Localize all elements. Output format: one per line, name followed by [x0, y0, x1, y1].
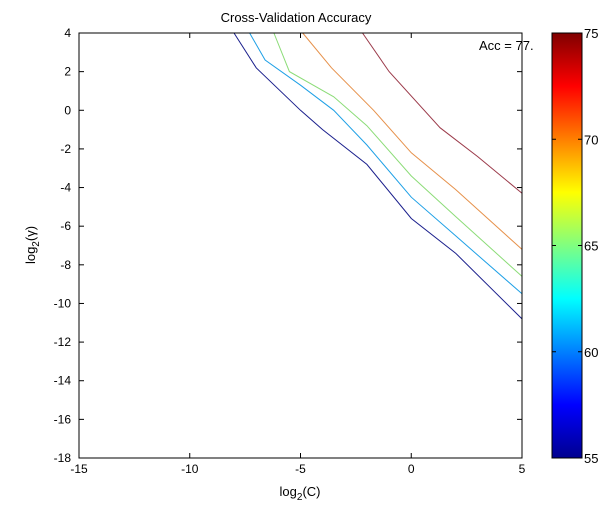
colorbar-ticks: 55 60 65 70 75	[552, 26, 598, 466]
y-tick-label: -14	[54, 374, 72, 388]
colorbar-tick-label: 65	[584, 239, 598, 254]
contour-line-1	[233, 32, 523, 320]
x-tick-label: 5	[519, 462, 526, 476]
colorbar-tick-label: 75	[584, 26, 598, 41]
y-axis-label: log2(γ)	[23, 226, 42, 264]
contour-line-3	[273, 32, 523, 277]
colorbar-tick-label: 70	[584, 132, 598, 147]
x-axis-label: log2(C)	[280, 484, 321, 503]
colorbar	[551, 32, 583, 459]
accuracy-annotation: Acc = 77.	[479, 38, 534, 53]
y-axis: -18 -16 -14 -12 -10 -8 -6 -4 -2 0 2 4	[54, 26, 522, 465]
x-tick-label: -5	[295, 462, 306, 476]
x-axis: -15 -10 -5 0 5	[70, 33, 526, 476]
y-tick-label: 4	[64, 26, 71, 40]
chart-title: Cross-Validation Accuracy	[221, 10, 372, 25]
y-tick-label: -18	[54, 451, 72, 465]
y-tick-label: -10	[54, 296, 72, 310]
y-tick-label: 2	[64, 65, 71, 79]
contour-line-4	[302, 32, 523, 250]
y-tick-label: -12	[54, 335, 72, 349]
y-tick-label: 0	[64, 103, 71, 117]
colorbar-tick-label: 60	[584, 345, 598, 360]
x-tick-label: 0	[408, 462, 415, 476]
contour-lines	[233, 32, 523, 320]
colorbar-tick-label: 55	[584, 451, 598, 466]
y-tick-label: -2	[60, 142, 71, 156]
contour-line-2	[249, 32, 523, 295]
y-tick-label: -4	[60, 181, 71, 195]
contour-line-5	[362, 32, 523, 194]
y-tick-label: -8	[60, 258, 71, 272]
x-tick-label: -15	[70, 462, 88, 476]
y-tick-label: -16	[54, 412, 72, 426]
x-tick-label: -10	[181, 462, 199, 476]
y-tick-label: -6	[60, 219, 71, 233]
plot-frame	[78, 32, 523, 459]
